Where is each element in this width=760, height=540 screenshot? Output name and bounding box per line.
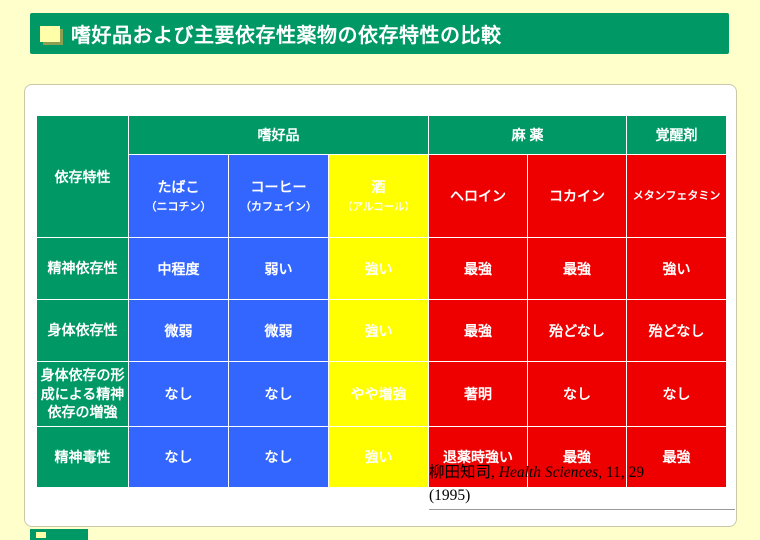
table-cell: 強い bbox=[327, 237, 430, 300]
table-cell: 弱い bbox=[228, 237, 329, 300]
group-header-kakuseizai: 覚醒剤 bbox=[626, 115, 728, 155]
table-cell: 微弱 bbox=[228, 299, 329, 362]
citation: 柳田知司, Health Sciences, 11, 29 (1995) bbox=[429, 461, 735, 508]
table-cell: なし bbox=[228, 426, 329, 488]
table-cell: 強い bbox=[327, 299, 430, 362]
substance-name: コーヒー bbox=[250, 178, 307, 195]
row-label: 精神毒性 bbox=[36, 426, 129, 488]
bullet-square-icon bbox=[40, 25, 60, 42]
table-cell: 強い bbox=[626, 237, 728, 300]
table-cell: 退薬時強い bbox=[428, 426, 529, 488]
row-label: 身体依存の形成による精神依存の増強 bbox=[36, 361, 129, 427]
table-row-psychotoxicity: 精神毒性 なし なし 強い 退薬時強い 最強 最強 bbox=[36, 426, 728, 488]
row-label: 精神依存性 bbox=[36, 237, 129, 300]
table-cell: 最強 bbox=[527, 426, 628, 488]
table-cell: やや増強 bbox=[327, 361, 430, 427]
table-cell: なし bbox=[128, 426, 229, 488]
table-row-reinforcement: 身体依存の形成による精神依存の増強 なし なし やや増強 著明 なし なし bbox=[36, 361, 728, 427]
substance-name: 酒 bbox=[371, 179, 386, 196]
col-header-cocaine: コカイン bbox=[527, 154, 628, 238]
col-header-coffee: コーヒー （カフェイン） bbox=[228, 154, 329, 238]
group-header-row: 依存特性 嗜好品 麻 薬 覚醒剤 bbox=[36, 115, 728, 238]
slide-title: 嗜好品および主要依存性薬物の依存特性の比較 bbox=[71, 25, 502, 47]
title-bar: 嗜好品および主要依存性薬物の依存特性の比較 bbox=[30, 13, 729, 54]
table-cell: 著明 bbox=[428, 361, 529, 427]
table-cell: なし bbox=[128, 361, 229, 427]
col-header-heroin: ヘロイン bbox=[428, 154, 529, 238]
row-label: 身体依存性 bbox=[36, 299, 129, 362]
table-cell: 最強 bbox=[428, 299, 529, 362]
substance-name: たばこ bbox=[157, 178, 200, 195]
corner-header-cell: 依存特性 bbox=[36, 115, 129, 238]
next-slide-bullet-icon bbox=[36, 531, 46, 538]
substance-name: コカイン bbox=[549, 187, 606, 204]
group-header-shikouhin: 嗜好品 bbox=[127, 115, 430, 155]
table-cell: 強い bbox=[327, 426, 430, 488]
table-cell: なし bbox=[626, 361, 728, 427]
substance-name: メタンフェタミン bbox=[632, 189, 721, 202]
citation-year: (1995) bbox=[429, 487, 471, 505]
content-panel: 依存特性 嗜好品 麻 薬 覚醒剤 たばこ （ニコチン） コーヒー （カフェイン） bbox=[24, 84, 737, 527]
table-cell: 最強 bbox=[626, 426, 728, 488]
substance-header-row: たばこ （ニコチン） コーヒー （カフェイン） 酒 （アルコール） ヘロイン bbox=[37, 154, 728, 238]
table-cell: 最強 bbox=[527, 237, 628, 300]
citation-issue: , 11, 29 bbox=[598, 464, 645, 481]
table-cell: 殆どなし bbox=[527, 299, 628, 362]
citation-author: 柳田知司, bbox=[429, 464, 499, 481]
substance-subname: （カフェイン） bbox=[240, 201, 317, 213]
table-cell: 最強 bbox=[428, 237, 529, 300]
substance-name: ヘロイン bbox=[450, 187, 507, 204]
footer-divider bbox=[429, 509, 735, 510]
citation-journal: Health Sciences bbox=[498, 464, 599, 481]
table-cell: なし bbox=[228, 361, 329, 427]
dependence-comparison-table: 依存特性 嗜好品 麻 薬 覚醒剤 たばこ （ニコチン） コーヒー （カフェイン） bbox=[36, 115, 728, 488]
next-slide-peek bbox=[30, 529, 88, 540]
table-row-physical-dependence: 身体依存性 微弱 微弱 強い 最強 殆どなし 殆どなし bbox=[36, 299, 728, 362]
substance-subname: （ニコチン） bbox=[145, 201, 212, 213]
substance-subname: （アルコール） bbox=[341, 201, 416, 214]
table-row-psychological-dependence: 精神依存性 中程度 弱い 強い 最強 最強 強い bbox=[36, 237, 728, 300]
col-header-alcohol: 酒 （アルコール） bbox=[327, 154, 430, 238]
table-cell: なし bbox=[527, 361, 628, 427]
table-cell: 殆どなし bbox=[626, 299, 728, 362]
col-header-tobacco: たばこ （ニコチン） bbox=[128, 154, 229, 238]
table-cell: 中程度 bbox=[128, 237, 229, 300]
group-header-mayaku: 麻 薬 bbox=[428, 115, 628, 155]
col-header-methamphetamine: メタンフェタミン bbox=[626, 154, 728, 238]
table-cell: 微弱 bbox=[128, 299, 229, 362]
